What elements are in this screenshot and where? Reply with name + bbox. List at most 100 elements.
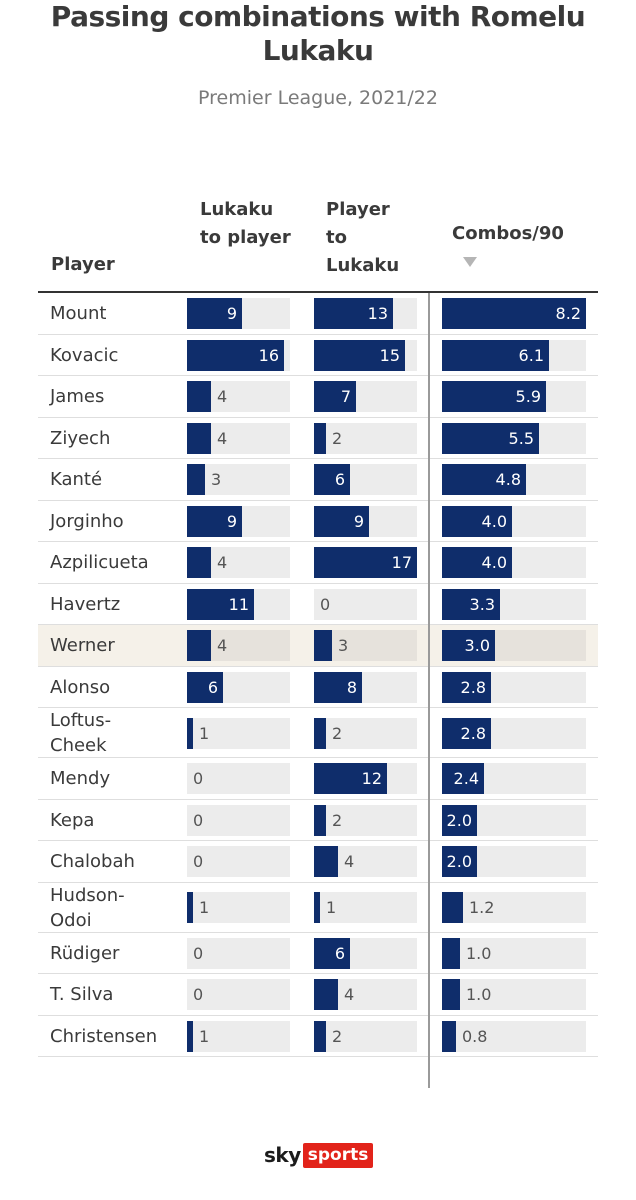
bar <box>442 464 526 496</box>
data-label: 4.0 <box>481 553 507 573</box>
data-label: 2 <box>332 723 343 743</box>
data-label: 7 <box>340 387 351 407</box>
bar-track: 8 <box>314 671 417 703</box>
bar <box>442 846 477 878</box>
bar <box>442 630 495 662</box>
player-name: Kepa <box>50 809 95 831</box>
player-name: Azpilicueta <box>50 552 149 573</box>
bar <box>187 547 211 579</box>
data-label: 9 <box>226 511 237 531</box>
bar-track: 7 <box>314 381 417 413</box>
bar <box>442 298 586 330</box>
player-name: Rüdiger <box>50 942 120 964</box>
data-label: 13 <box>367 304 388 324</box>
bar <box>442 763 484 795</box>
bar <box>314 505 369 537</box>
bar <box>187 298 242 330</box>
bar-track: 4.0 <box>442 505 586 537</box>
data-label: 2 <box>332 810 343 830</box>
bar <box>187 339 284 371</box>
bar-track: 3 <box>314 630 417 662</box>
bar <box>187 630 211 662</box>
data-label: 0.8 <box>462 1026 488 1046</box>
table-row: Loftus- Cheek 1 2 2.8 <box>38 708 598 758</box>
player-name: Hudson- Odoi <box>50 884 125 931</box>
bar <box>187 892 193 923</box>
bar-track: 1 <box>187 892 290 923</box>
player-name: Mount <box>50 303 107 324</box>
data-label: 0 <box>193 852 204 872</box>
bar-track: 2 <box>314 804 417 836</box>
data-label: 0 <box>320 594 331 614</box>
data-label: 3.3 <box>469 594 495 614</box>
bar-track: 9 <box>187 505 290 537</box>
sky-sports-logo: sky sports <box>264 1140 374 1170</box>
player-name: Christensen <box>50 1025 158 1047</box>
bar-track: 9 <box>314 505 417 537</box>
data-label: 4.8 <box>495 470 521 490</box>
data-label: 0 <box>193 943 204 963</box>
data-label: 6 <box>207 677 218 697</box>
data-label: 5.5 <box>508 428 534 448</box>
bar-track: 2.4 <box>442 763 586 795</box>
data-label: 5.9 <box>515 387 541 407</box>
bar-track: 11 <box>187 588 290 620</box>
bar <box>314 339 405 371</box>
bar <box>314 671 362 703</box>
table-row: James 4 7 5.9 <box>38 376 598 418</box>
data-label: 2.0 <box>446 852 472 872</box>
data-label: 4 <box>217 636 228 656</box>
data-label: 8.2 <box>555 304 581 324</box>
chart-subtitle: Premier League, 2021/22 <box>198 87 438 109</box>
combos-per-90-header[interactable]: Combos/90 <box>452 223 564 244</box>
bar <box>314 717 326 749</box>
bar <box>314 1020 326 1052</box>
data-label: 1 <box>199 1026 210 1046</box>
bar <box>314 979 338 1011</box>
table-row: Hudson- Odoi 1 1 1.2 <box>38 883 598 933</box>
bar <box>442 937 460 969</box>
player-name: Ziyech <box>50 427 111 449</box>
bar-track: 0.8 <box>442 1020 586 1052</box>
table-row: Chalobah 0 4 2.0 <box>38 841 598 883</box>
player-name: Kovacic <box>50 344 119 366</box>
data-label: 16 <box>258 345 279 365</box>
bar-track: 4 <box>314 979 417 1011</box>
bar <box>442 505 512 537</box>
bar-track: 1 <box>314 892 417 923</box>
chart-title: Passing combinations with Romelu Lukaku <box>50 0 586 67</box>
bar-track: 1.2 <box>442 892 586 923</box>
bar <box>187 717 193 749</box>
data-label: 15 <box>379 345 400 365</box>
logo-sky-text: sky <box>264 1143 301 1167</box>
data-label: 3 <box>211 470 222 490</box>
player-name: Alonso <box>50 676 111 698</box>
player-name: T. Silva <box>50 984 114 1005</box>
data-label: 4 <box>217 553 228 573</box>
data-label: 2.4 <box>453 769 479 789</box>
bar-track: 4 <box>187 630 290 662</box>
table-row: Alonso 6 8 2.8 <box>38 667 598 708</box>
data-label: 2.8 <box>460 723 486 743</box>
bar-track: 2.0 <box>442 804 586 836</box>
bar-track: 4.8 <box>442 464 586 496</box>
bar-track: 3.0 <box>442 630 586 662</box>
table-row: Kanté 3 6 4.8 <box>38 459 598 501</box>
data-label: 2.0 <box>446 810 472 830</box>
bar-track: 5.9 <box>442 381 586 413</box>
data-label: 0 <box>193 769 204 789</box>
bar <box>187 588 254 620</box>
data-label: 3.0 <box>464 636 490 656</box>
bar <box>442 979 460 1011</box>
data-label: 4 <box>344 985 355 1005</box>
bar <box>314 464 350 496</box>
bar-track: 6 <box>187 671 290 703</box>
data-label: 0 <box>193 985 204 1005</box>
player-to-lukaku-header[interactable]: Player to Lukaku <box>326 199 400 276</box>
data-label: 6 <box>334 470 345 490</box>
data-label: 6.1 <box>518 345 544 365</box>
lukaku-to-player-header[interactable]: Lukaku to player <box>200 199 291 248</box>
logo-sports-badge: sports <box>302 1142 374 1168</box>
bar-track: 13 <box>314 298 417 330</box>
player-name: Chalobah <box>50 851 135 872</box>
